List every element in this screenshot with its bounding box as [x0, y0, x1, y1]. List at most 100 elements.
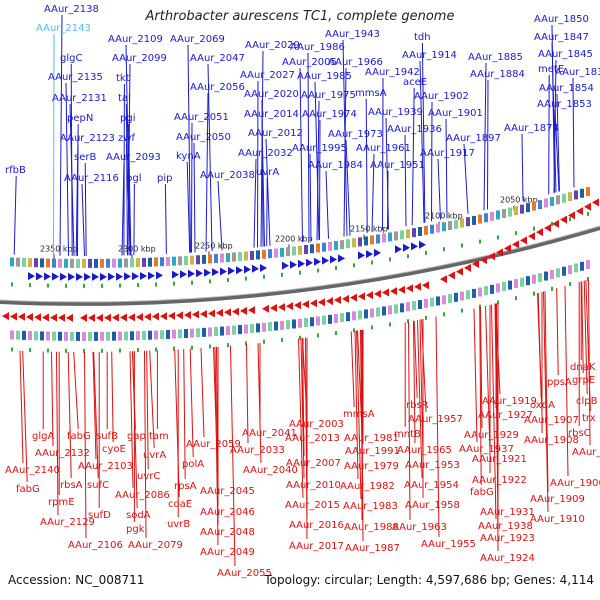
- reverse-label-leader: [189, 348, 194, 458]
- forward-label-leader: [125, 103, 128, 256]
- forward-gene-label: metE: [538, 64, 564, 75]
- forward-gene-label: aceE: [403, 77, 427, 88]
- cog-block-reverse: [286, 320, 290, 330]
- forward-gene-arrow: [330, 255, 337, 264]
- forward-gene-arrow: [358, 251, 365, 260]
- gc-tick: [551, 221, 553, 226]
- reverse-label-leader: [421, 319, 427, 413]
- forward-label-leader: [84, 162, 87, 256]
- reverse-label-leader: [67, 351, 72, 479]
- cog-block-forward: [316, 243, 320, 253]
- gc-tick: [137, 348, 139, 353]
- cog-block-forward: [304, 245, 308, 255]
- reverse-gene-label: AAur_1953: [405, 460, 460, 471]
- forward-label-leader: [125, 143, 131, 256]
- gc-tick: [533, 226, 535, 231]
- gc-tick: [335, 265, 337, 270]
- reverse-gene-label: AAur_1900: [550, 478, 600, 489]
- forward-label-leader: [365, 98, 368, 233]
- cog-block-reverse: [544, 271, 548, 281]
- gc-tick: [353, 328, 355, 333]
- cog-block-reverse: [64, 331, 68, 341]
- reverse-gene-arrow: [512, 240, 519, 249]
- reverse-gene-label: AAur_1921: [472, 454, 527, 465]
- cog-block-forward: [562, 193, 566, 203]
- forward-gene-label: AAur_1833: [555, 67, 600, 78]
- scale-tick-label: 2150 kbp: [350, 225, 388, 234]
- reverse-gene-label: AAur_1908: [524, 435, 579, 446]
- reverse-label-leader: [479, 307, 482, 486]
- forward-gene-label: AAur_2029: [245, 40, 300, 51]
- reverse-gene-arrow: [488, 252, 495, 261]
- reverse-gene-label: sufB: [96, 431, 118, 442]
- reverse-gene-arrow: [326, 297, 333, 306]
- forward-gene-label: zwf: [118, 133, 135, 144]
- reverse-label-leader: [56, 351, 59, 516]
- cog-block-forward: [64, 258, 68, 268]
- cog-block-forward: [70, 258, 74, 268]
- cog-block-forward: [136, 258, 140, 268]
- reverse-gene-label: gap: [127, 431, 146, 442]
- reverse-gene-label: AAur_2045: [200, 486, 255, 497]
- forward-label-leader: [411, 87, 415, 226]
- forward-gene-label: kynA: [176, 151, 201, 162]
- forward-gene-arrow: [322, 256, 329, 265]
- reverse-gene-arrow: [192, 310, 199, 319]
- gc-tick: [335, 330, 337, 335]
- forward-gene-arrow: [366, 250, 373, 259]
- cog-block-forward: [94, 258, 98, 268]
- reverse-label-leader: [230, 345, 236, 567]
- cog-block-reverse: [34, 331, 38, 341]
- gc-tick: [389, 257, 391, 262]
- reverse-gene-arrow: [342, 294, 349, 303]
- reverse-label-leader: [480, 307, 483, 429]
- reverse-gene-arrow: [390, 287, 397, 296]
- reverse-label-leader: [305, 337, 308, 540]
- gc-tick: [317, 333, 319, 338]
- reverse-gene-label: tam: [149, 431, 169, 442]
- genome-backbone-highlight: [0, 225, 600, 303]
- forward-gene-arrow: [236, 266, 243, 275]
- forward-gene-label: AAur_1847: [534, 32, 589, 43]
- cog-block-reverse: [436, 296, 440, 306]
- reverse-label-leader: [92, 351, 97, 460]
- reverse-gene-label: glgA: [32, 431, 54, 442]
- reverse-gene-label: dnaK: [570, 362, 596, 373]
- reverse-gene-arrow: [128, 313, 135, 322]
- reverse-label-leader: [246, 344, 249, 444]
- forward-label-leader: [431, 101, 433, 222]
- cog-block-reverse: [400, 303, 404, 313]
- reverse-gene-label: AAur_2048: [200, 527, 255, 538]
- cog-block-reverse: [346, 312, 350, 322]
- forward-label-leader: [186, 161, 191, 253]
- reverse-gene-label: fabG: [16, 484, 40, 495]
- forward-gene-arrow: [156, 271, 163, 280]
- forward-gene-label: AAur_2135: [48, 72, 103, 83]
- forward-label-leader: [316, 100, 320, 241]
- reverse-gene-arrow: [50, 313, 57, 322]
- forward-label-leader: [53, 33, 55, 256]
- reverse-gene-arrow: [358, 292, 365, 301]
- reverse-gene-arrow: [42, 313, 49, 322]
- gc-tick: [371, 325, 373, 330]
- cog-block-reverse: [88, 331, 92, 341]
- forward-gene-arrow: [140, 271, 147, 280]
- forward-gene-label: AAur_1943: [325, 29, 380, 40]
- forward-gene-arrow: [244, 265, 251, 274]
- reverse-label-leader: [149, 350, 155, 449]
- forward-gene-arrow: [44, 272, 51, 281]
- cog-block-forward: [298, 245, 302, 255]
- reverse-gene-label: AAur_2041: [242, 428, 297, 439]
- cog-block-reverse: [316, 316, 320, 326]
- forward-gene-label: AAur_2047: [190, 53, 245, 64]
- reverse-gene-arrow: [568, 211, 575, 220]
- cog-block-forward: [418, 227, 422, 237]
- cog-block-reverse: [448, 294, 452, 304]
- cog-block-reverse: [16, 330, 20, 340]
- cog-block-forward: [214, 254, 218, 264]
- forward-gene-arrow: [220, 267, 227, 276]
- gc-tick: [551, 286, 553, 291]
- reverse-gene-label: AAur_2132: [35, 448, 90, 459]
- forward-gene-arrow: [36, 272, 43, 281]
- reverse-gene-label: AAur_1927: [478, 410, 533, 421]
